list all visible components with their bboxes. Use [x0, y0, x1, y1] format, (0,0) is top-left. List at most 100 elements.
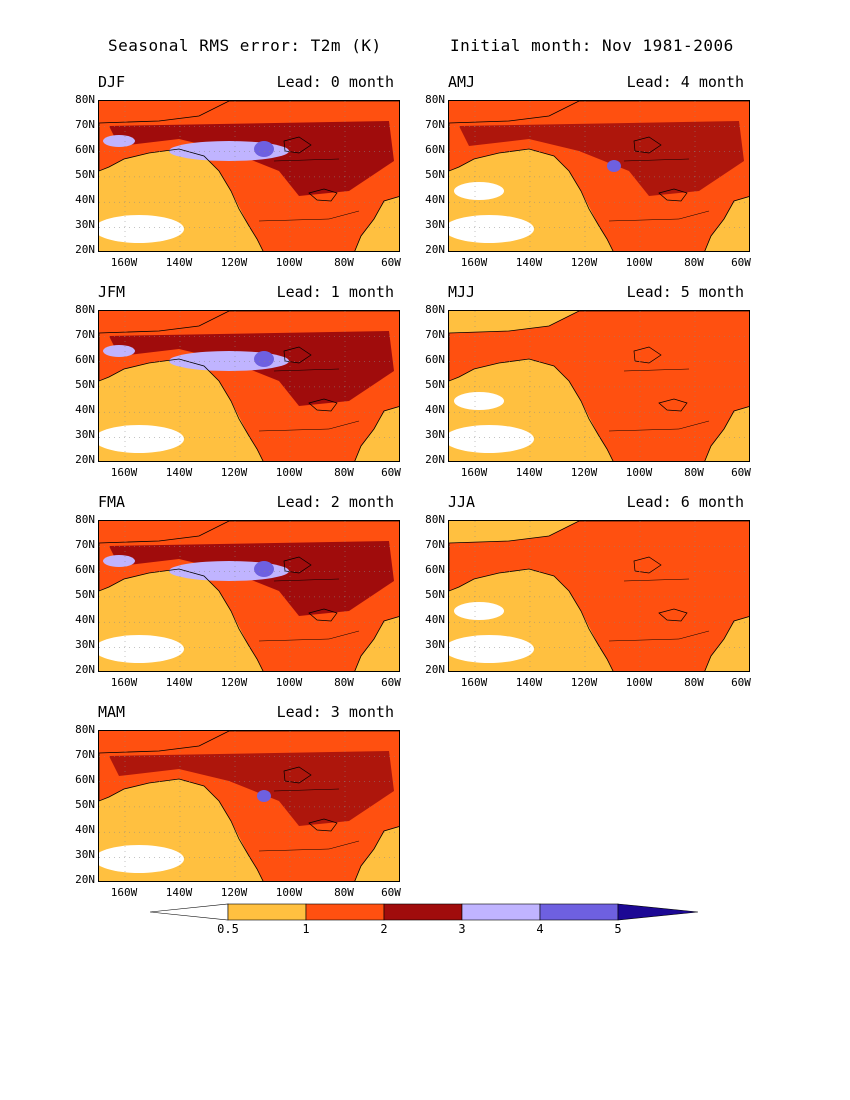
panel-season-label: JFM — [98, 283, 126, 301]
lat-tick-label: 80N — [75, 723, 95, 736]
very-high-error-region — [103, 345, 135, 357]
map-panel-amj: AMJ Lead: 4 month 80N 70N 60N 50N 40N 30N 20N 160… — [425, 73, 751, 280]
title-right: Initial month: Nov 1981-2006 — [450, 36, 734, 55]
lon-tick-label: 60W — [731, 256, 751, 269]
panel-season-label: AMJ — [448, 73, 476, 91]
lon-tick-label: 100W — [625, 256, 653, 269]
colorbar-level-label: 5 — [614, 922, 622, 936]
lon-tick-label: 140W — [515, 466, 543, 479]
lat-tick-label: 30N — [75, 428, 95, 441]
map-svg — [99, 101, 399, 251]
lon-tick-label: 100W — [275, 886, 303, 899]
lat-tick-label: 40N — [75, 403, 95, 416]
southwest-region — [217, 821, 257, 881]
lat-tick-label: 50N — [75, 168, 95, 181]
colorbar-high-arrow — [617, 903, 699, 921]
lat-tick-label: 60N — [425, 353, 445, 366]
map-plot — [98, 100, 400, 252]
lon-tick-label: 140W — [515, 676, 543, 689]
lat-tick-label: 70N — [425, 538, 445, 551]
panel-lead-label: Lead: 4 month — [626, 73, 744, 91]
lat-tick-label: 70N — [425, 328, 445, 341]
lon-tick-label: 140W — [165, 886, 193, 899]
low-error-patch — [99, 215, 184, 243]
lat-tick-label: 60N — [425, 143, 445, 156]
map-panel-mam: MAM Lead: 3 month 80N 70N 60N 50N 40N 30N 20N 160… — [75, 703, 401, 910]
borders — [608, 368, 710, 432]
lon-tick-label: 120W — [220, 256, 248, 269]
map-panel-fma: FMA Lead: 2 month 80N 70N 60N 50N 40N 30N 20N 160… — [75, 493, 401, 700]
borders — [608, 158, 710, 222]
colorbar-segment — [227, 903, 307, 921]
coastline — [99, 521, 399, 671]
lat-tick-label: 30N — [75, 218, 95, 231]
lat-tick-label: 60N — [75, 353, 95, 366]
lat-tick-label: 70N — [75, 748, 95, 761]
lakes-outline — [283, 556, 338, 622]
panel-season-label: MJJ — [448, 283, 476, 301]
colorbar-level-label: 0.5 — [217, 922, 239, 936]
coastline — [449, 101, 749, 251]
southwest-region — [217, 401, 257, 461]
colorbar — [149, 900, 700, 924]
lon-tick-label: 160W — [110, 256, 138, 269]
lon-tick-label: 160W — [460, 256, 488, 269]
lon-tick-label: 80W — [334, 886, 354, 899]
lon-tick-label: 60W — [381, 466, 401, 479]
panel-season-label: JJA — [448, 493, 476, 511]
lon-tick-label: 80W — [334, 676, 354, 689]
land-field — [449, 311, 749, 461]
lat-tick-label: 40N — [75, 193, 95, 206]
lat-tick-label: 50N — [425, 378, 445, 391]
lon-tick-label: 100W — [625, 466, 653, 479]
lat-tick-label: 30N — [425, 638, 445, 651]
panel-lead-label: Lead: 5 month — [626, 283, 744, 301]
lat-tick-label: 50N — [75, 378, 95, 391]
panel-lead-label: Lead: 1 month — [276, 283, 394, 301]
borders — [258, 368, 360, 432]
lat-tick-label: 40N — [75, 613, 95, 626]
colorbar-svg — [149, 903, 699, 921]
panel-lead-label: Lead: 0 month — [276, 73, 394, 91]
title-left: Seasonal RMS error: T2m (K) — [108, 36, 382, 55]
lat-tick-label: 20N — [425, 453, 445, 466]
lon-tick-label: 120W — [220, 886, 248, 899]
panel-season-label: FMA — [98, 493, 126, 511]
lon-tick-label: 100W — [275, 676, 303, 689]
lat-tick-label: 60N — [75, 563, 95, 576]
lon-tick-label: 60W — [381, 676, 401, 689]
map-panel-mjj: MJJ Lead: 5 month 80N 70N 60N 50N 40N 30N 20N 160… — [425, 283, 751, 490]
map-svg — [99, 311, 399, 461]
colorbar-segment — [461, 903, 541, 921]
map-plot — [448, 520, 750, 672]
coastline — [99, 731, 399, 881]
lon-tick-label: 100W — [275, 466, 303, 479]
lon-tick-label: 140W — [515, 256, 543, 269]
lat-tick-label: 20N — [75, 873, 95, 886]
lat-tick-label: 60N — [425, 563, 445, 576]
lat-tick-label: 30N — [425, 428, 445, 441]
panel-lead-label: Lead: 3 month — [276, 703, 394, 721]
coastline — [99, 101, 399, 251]
colorbar-level-label: 4 — [536, 922, 544, 936]
coastline — [449, 521, 749, 671]
lat-tick-label: 50N — [425, 168, 445, 181]
lon-tick-label: 140W — [165, 676, 193, 689]
low-error-patch — [449, 215, 534, 243]
lon-tick-label: 140W — [165, 256, 193, 269]
lat-tick-label: 40N — [75, 823, 95, 836]
lon-tick-label: 80W — [334, 466, 354, 479]
colorbar-segment — [383, 903, 463, 921]
colorbar-low-arrow — [149, 903, 229, 921]
map-plot — [98, 730, 400, 882]
map-svg — [99, 731, 399, 881]
lat-tick-label: 20N — [425, 243, 445, 256]
southwest-region — [567, 191, 607, 251]
lat-tick-label: 70N — [75, 328, 95, 341]
panel-lead-label: Lead: 2 month — [276, 493, 394, 511]
lat-tick-label: 80N — [425, 93, 445, 106]
low-error-patch — [454, 602, 504, 620]
lat-tick-label: 80N — [425, 513, 445, 526]
lat-tick-label: 30N — [75, 638, 95, 651]
lon-tick-label: 60W — [731, 676, 751, 689]
